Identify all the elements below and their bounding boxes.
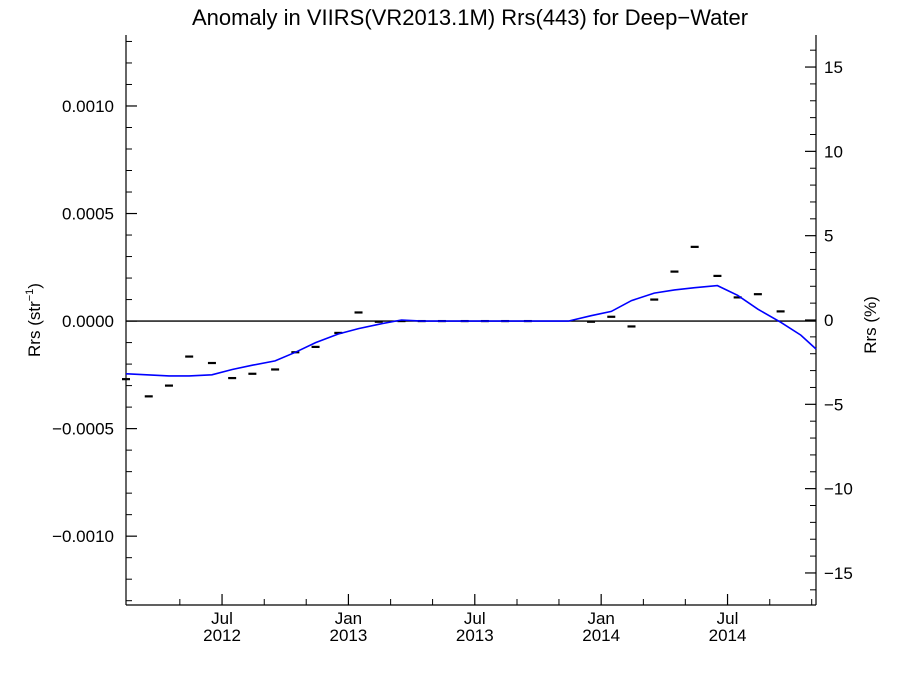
- y-right-tick-label: −5: [824, 395, 843, 414]
- x-tick-label-year: 2013: [456, 626, 494, 645]
- y-left-tick-label: −0.0005: [52, 420, 114, 439]
- y-right-tick-label: 0: [824, 311, 833, 330]
- plot-frame: [125, 35, 817, 606]
- y-right-axis-ticks: 15 10 5 0 −5 −10 −15: [805, 49, 853, 591]
- y-right-tick-label: −10: [824, 480, 853, 499]
- y-left-axis-title-sup: −1: [24, 289, 36, 302]
- x-tick-label-year: 2012: [203, 626, 241, 645]
- y-left-axis-ticks: 0.0010 0.0005 0.0000 −0.0005 −0.0010: [52, 40, 137, 602]
- y-left-axis-title-close: ): [25, 283, 44, 289]
- x-tick-label-month: Jan: [587, 609, 614, 628]
- y-right-tick-label: 10: [824, 142, 843, 161]
- y-right-tick-label: 15: [824, 58, 843, 77]
- y-right-axis-title: Rrs (%): [861, 296, 880, 354]
- y-left-axis-title: Rrs (str−1): [24, 283, 44, 357]
- x-tick-label-year: 2014: [709, 626, 747, 645]
- y-left-tick-label: 0.0000: [62, 312, 114, 331]
- x-tick-label-month: Jul: [211, 609, 233, 628]
- y-left-tick-label: 0.0005: [62, 205, 114, 224]
- anomaly-trend-line: [125, 284, 817, 377]
- x-tick-label-month: Jul: [464, 609, 486, 628]
- x-tick-label-year: 2013: [330, 626, 368, 645]
- y-right-tick-label: −15: [824, 564, 853, 583]
- y-left-tick-label: −0.0010: [52, 527, 114, 546]
- y-left-tick-label: 0.0010: [62, 97, 114, 116]
- y-left-axis-title-main: Rrs (str: [25, 301, 44, 357]
- chart-title: Anomaly in VIIRS(VR2013.1M) Rrs(443) for…: [192, 5, 748, 30]
- x-tick-label-month: Jan: [335, 609, 362, 628]
- y-right-tick-label: 5: [824, 227, 833, 246]
- x-tick-label-month: Jul: [717, 609, 739, 628]
- x-tick-label-year: 2014: [582, 626, 620, 645]
